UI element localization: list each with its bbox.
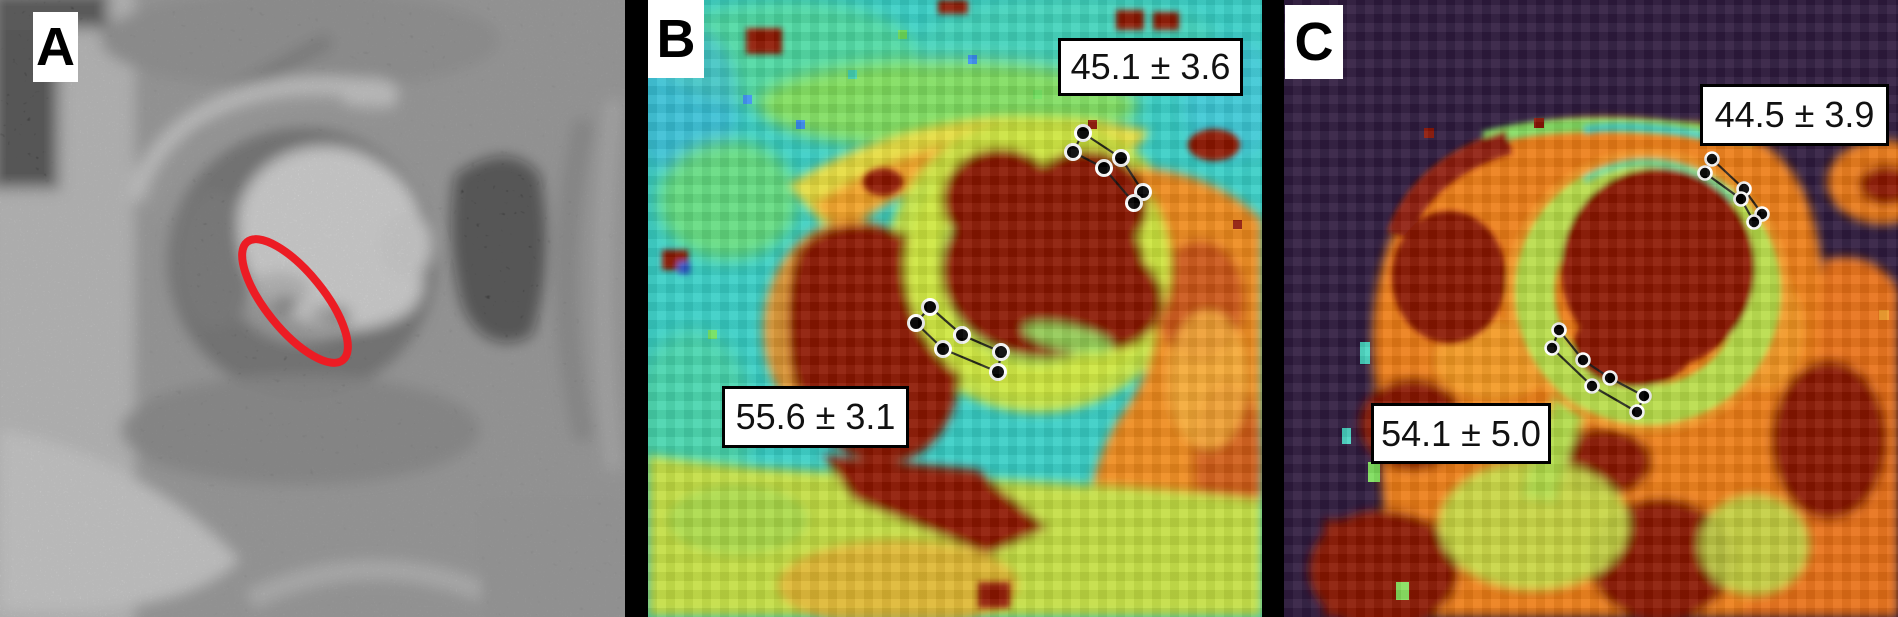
myocardium-ring-b [905, 133, 1171, 399]
measurement-value: 45.1 ± 3.6 [1070, 46, 1231, 87]
measurement-box-c-top: 44.5 ± 3.9 [1700, 84, 1889, 146]
panel-a-label: A [36, 17, 75, 77]
measurement-value: 55.6 ± 3.1 [735, 396, 896, 437]
rv-blood-pool-c [1392, 211, 1506, 343]
panel-b: B 45.1 ± 3.6 55.6 ± 3.1 [648, 0, 1262, 617]
panel-b-map [648, 0, 1262, 617]
panel-c-label-box: C [1285, 5, 1343, 79]
contour-annotation-b-top [1064, 124, 1152, 212]
lv-blood-pool-c [1561, 168, 1755, 387]
panel-b-label: B [656, 9, 696, 69]
lv-blood-pool-b [941, 148, 1163, 358]
measurement-value: 44.5 ± 3.9 [1714, 94, 1875, 135]
contour-annotation-b-bottom [907, 298, 1010, 381]
roi-ellipse [238, 235, 352, 367]
map-b-speckle-blobs [662, 0, 1240, 608]
panel-a-mri-image [0, 0, 625, 617]
measurement-box-c-bottom: 54.1 ± 5.0 [1371, 403, 1551, 464]
map-c-heart [1387, 118, 1790, 434]
measurement-box-b-bottom: 55.6 ± 3.1 [722, 386, 909, 448]
panel-a: A [0, 0, 625, 617]
contour-annotation-c-top [1697, 151, 1770, 230]
mri-noise-fine [0, 0, 625, 617]
panel-c-label: C [1294, 12, 1334, 72]
measurement-value: 54.1 ± 5.0 [1381, 412, 1541, 454]
measurement-box-b-top: 45.1 ± 3.6 [1058, 38, 1243, 96]
contour-annotation-c-bottom [1544, 322, 1652, 420]
panel-c: C 44.5 ± 3.9 54.1 ± 5.0 [1284, 0, 1898, 617]
panel-b-label-box: B [648, 0, 704, 78]
panel-a-label-box: A [33, 12, 78, 82]
panel-c-map [1284, 0, 1898, 617]
